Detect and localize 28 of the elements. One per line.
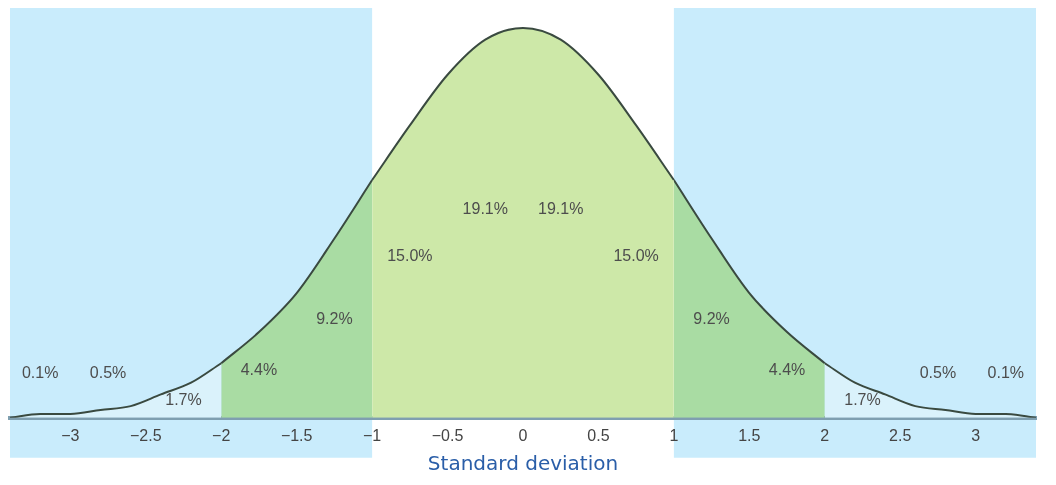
x-axis-title: Standard deviation [427, 451, 619, 476]
x-tick-label: −1 [362, 426, 382, 444]
annotation: 19.1% [538, 200, 584, 218]
annotation: 4.4% [240, 361, 278, 379]
annotation: 15.0% [613, 247, 659, 265]
annotation: 0.5% [919, 364, 957, 382]
annotation: 0.1% [987, 364, 1025, 382]
x-tick-label: 3 [971, 426, 981, 444]
annotation: 9.2% [693, 309, 730, 327]
x-tick-label: −1.5 [280, 426, 313, 444]
annotation: 1.7% [165, 390, 202, 408]
annotation: 0.5% [89, 364, 127, 382]
x-tick-label: −3 [61, 426, 80, 444]
annotation: 19.1% [462, 200, 508, 218]
x-tick-label: −2.5 [130, 426, 162, 444]
x-tick-label: 1.5 [738, 426, 761, 444]
x-tick-label: −2 [212, 426, 231, 444]
annotation: 4.4% [768, 361, 806, 379]
annotation: 9.2% [316, 309, 353, 327]
x-tick-label: 0 [518, 426, 528, 444]
x-tick-label: 2 [820, 426, 830, 444]
annotation: 15.0% [387, 247, 433, 265]
x-tick-label: 1 [669, 426, 679, 444]
x-tick-label: −0.5 [431, 426, 464, 444]
annotation: 0.1% [21, 364, 59, 382]
x-tick-label: 2.5 [889, 426, 912, 444]
annotation: 1.7% [844, 390, 881, 408]
x-tick-label: 0.5 [587, 426, 610, 444]
